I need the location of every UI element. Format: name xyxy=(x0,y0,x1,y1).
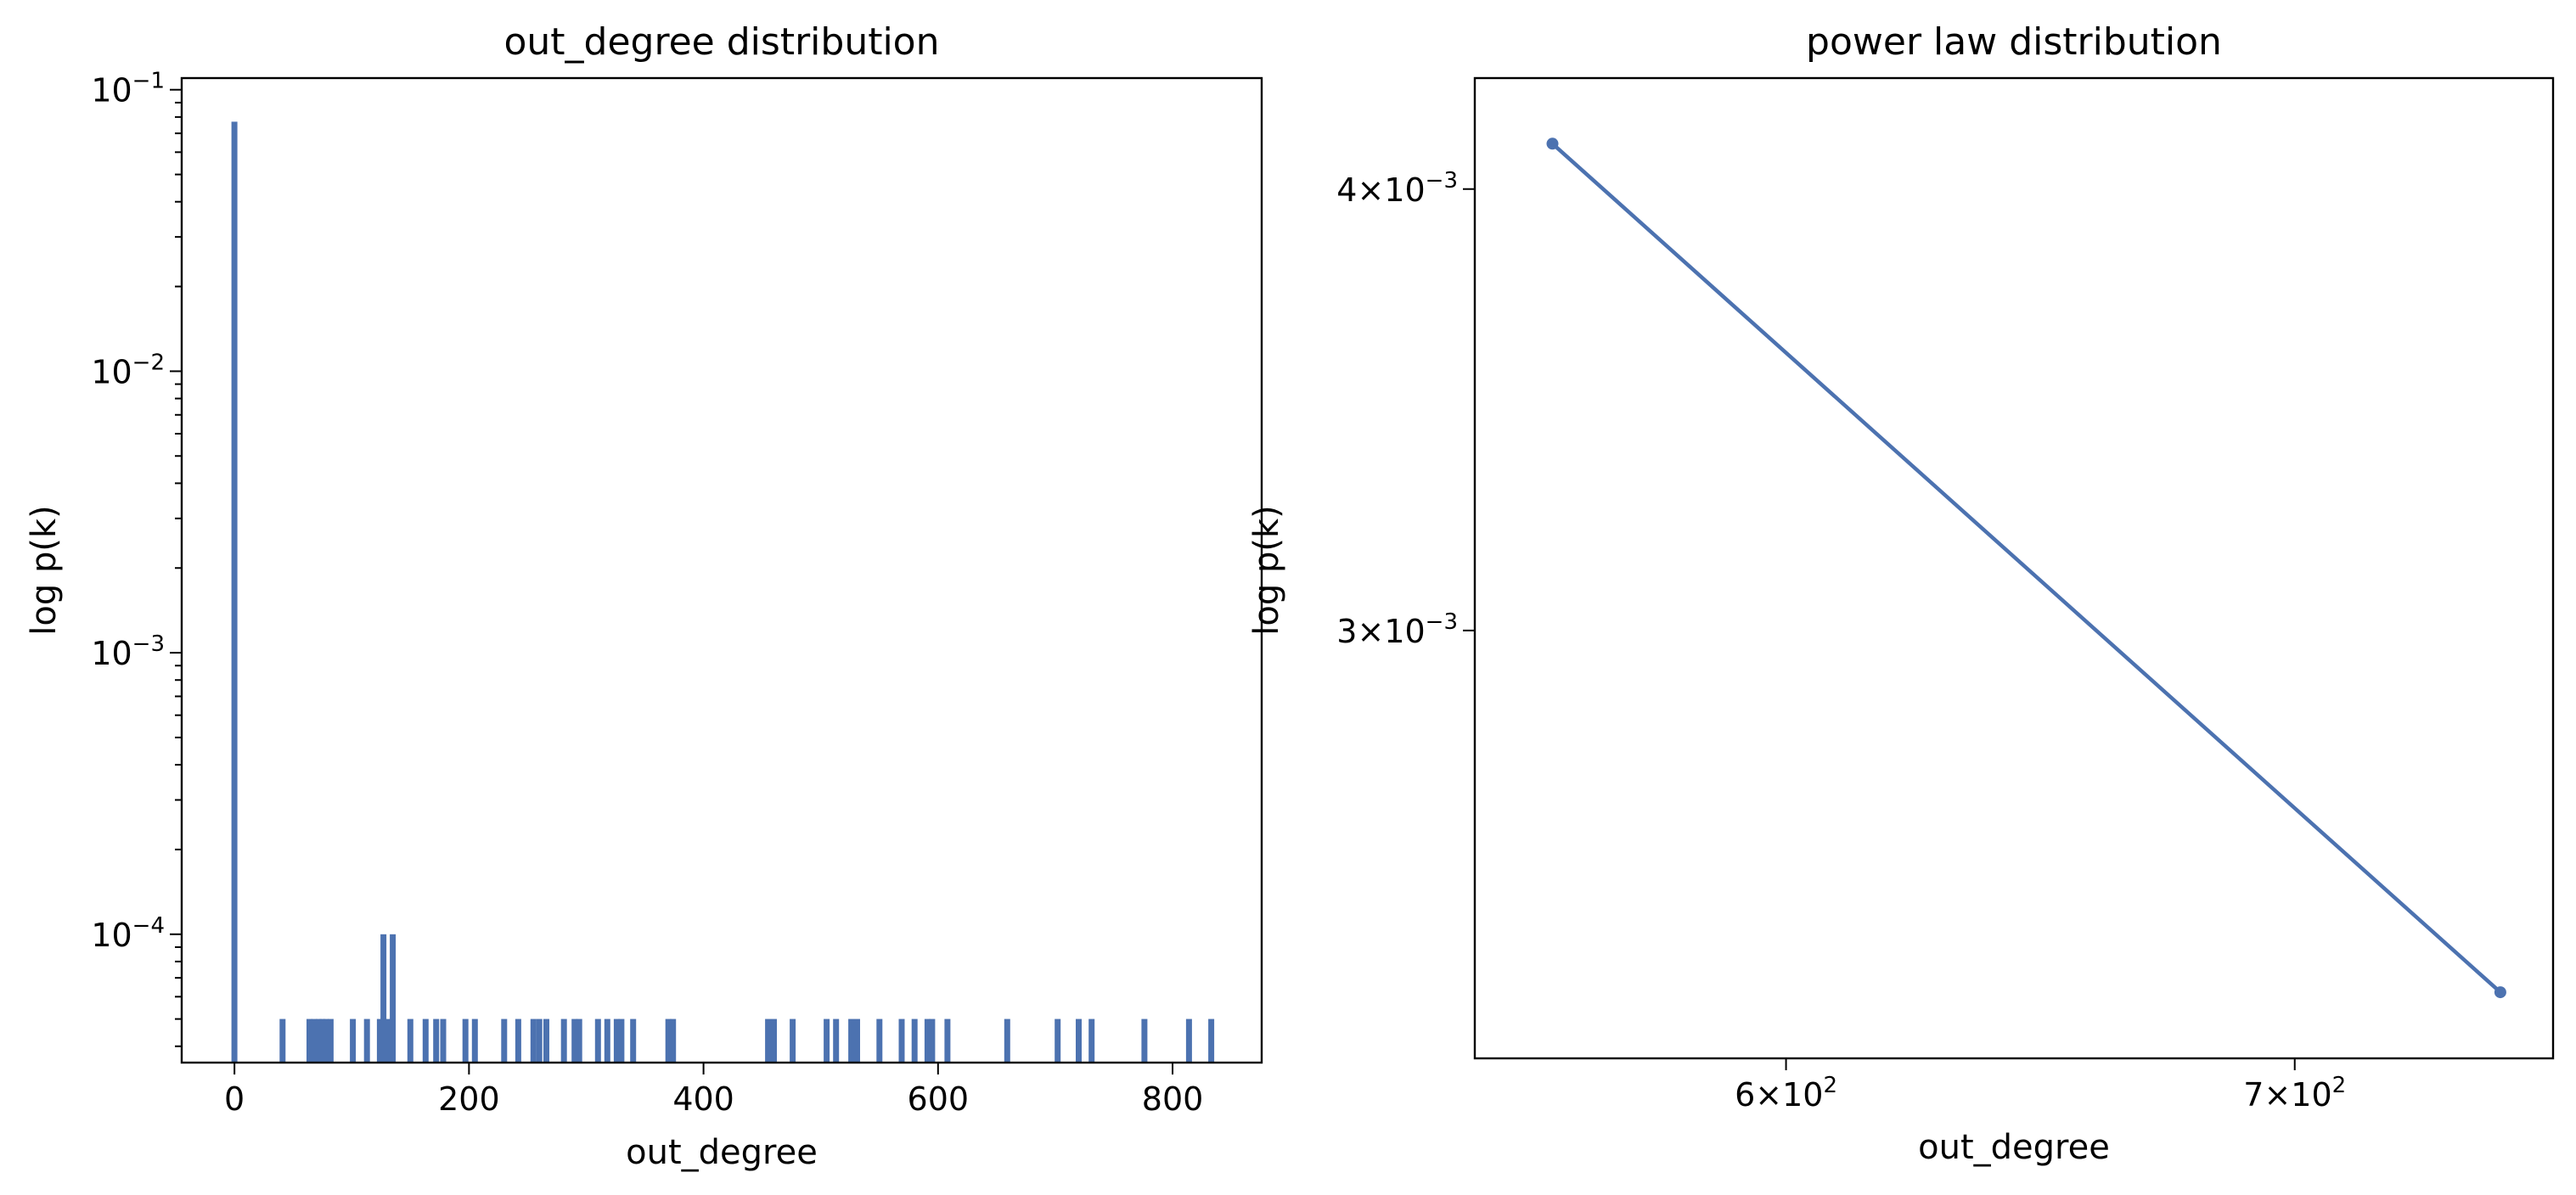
x-tick-layer: 6×102 7×102 xyxy=(1735,1058,2346,1114)
x-axis-label: out_degree xyxy=(626,1133,818,1172)
bar xyxy=(440,1018,447,1063)
bar xyxy=(279,1018,286,1063)
bar xyxy=(1141,1018,1148,1063)
bar xyxy=(536,1018,543,1063)
bar xyxy=(1004,1018,1010,1063)
bar xyxy=(363,1018,370,1063)
bar xyxy=(670,1018,677,1063)
line-layer xyxy=(1546,137,2506,999)
bar xyxy=(630,1018,637,1063)
bar xyxy=(848,1018,855,1063)
chart-title: power law distribution xyxy=(1806,20,2222,64)
bar xyxy=(501,1018,508,1063)
bar xyxy=(1055,1018,1061,1063)
bar xyxy=(1076,1018,1082,1063)
bar xyxy=(1185,1018,1192,1063)
chart-title: out_degree distribution xyxy=(504,20,940,64)
y-tick-label: 10−4 xyxy=(91,913,165,954)
bar xyxy=(515,1018,521,1063)
bar xyxy=(543,1018,549,1063)
bar xyxy=(471,1018,478,1063)
x-tick-label: 600 xyxy=(908,1080,970,1118)
x-tick-label: 0 xyxy=(224,1080,245,1118)
y-tick-label: 10−2 xyxy=(91,350,165,390)
bar xyxy=(618,1018,625,1063)
y-tick-label: 3×10−3 xyxy=(1336,609,1458,650)
bars-layer xyxy=(231,121,1215,1063)
bar xyxy=(323,1018,329,1063)
y-axis-label: log p(k) xyxy=(25,505,64,635)
y-tick-layer: 10−1 10−2 10−3 10−4 xyxy=(91,69,182,1047)
bar xyxy=(307,1018,312,1063)
bar xyxy=(390,934,397,1063)
data-point xyxy=(1546,137,1559,150)
bar xyxy=(944,1018,951,1063)
bar xyxy=(854,1018,860,1063)
bar xyxy=(1208,1018,1215,1063)
bar xyxy=(407,1018,413,1063)
bar xyxy=(571,1018,578,1063)
bar xyxy=(924,1018,931,1063)
bar xyxy=(530,1018,537,1063)
y-tick-layer: 4×10−3 3×10−3 xyxy=(1336,168,1475,650)
x-tick-label: 200 xyxy=(438,1080,500,1118)
x-tick-label: 400 xyxy=(672,1080,734,1118)
bar xyxy=(594,1018,601,1063)
bar xyxy=(462,1018,469,1063)
x-axis-label: out_degree xyxy=(1918,1128,2110,1167)
axes-frame xyxy=(1473,76,2555,1060)
y-tick-label: 4×10−3 xyxy=(1336,168,1458,209)
bar xyxy=(771,1018,777,1063)
bar xyxy=(319,1018,326,1063)
bar xyxy=(833,1018,840,1063)
y-tick-label: 10−1 xyxy=(91,69,165,109)
bar xyxy=(311,1018,318,1063)
bar xyxy=(385,1018,391,1063)
bar xyxy=(911,1018,918,1063)
bar xyxy=(327,1018,334,1063)
y-tick-label: 10−3 xyxy=(91,631,165,672)
bar xyxy=(576,1018,582,1063)
data-point xyxy=(2494,986,2506,999)
bar xyxy=(929,1018,936,1063)
bar xyxy=(316,1018,323,1063)
bar xyxy=(898,1018,905,1063)
bar xyxy=(376,1018,383,1063)
bar xyxy=(790,1018,796,1063)
bar xyxy=(231,121,238,1063)
y-axis-label: log p(k) xyxy=(1247,505,1286,635)
x-tick-layer: 0 200 400 600 800 xyxy=(224,1063,1203,1118)
bar xyxy=(876,1018,883,1063)
x-tick-label: 7×102 xyxy=(2243,1073,2346,1114)
x-tick-label: 6×102 xyxy=(1735,1073,1837,1114)
bar xyxy=(433,1018,440,1063)
bar xyxy=(604,1018,610,1063)
bar xyxy=(613,1018,620,1063)
bar xyxy=(380,934,387,1063)
out-degree-distribution-chart: out_degree distribution 10−1 10−2 10−3 10−4… xyxy=(25,20,1263,1172)
series-line xyxy=(1550,142,2502,994)
axes-frame xyxy=(180,76,1263,1064)
bar xyxy=(350,1018,357,1063)
bar xyxy=(422,1018,429,1063)
bar xyxy=(665,1018,672,1063)
power-law-distribution-chart: power law distribution 4×10−3 3×10−3 6×10… xyxy=(1247,20,2555,1167)
bar xyxy=(824,1018,830,1063)
bar xyxy=(765,1018,772,1063)
bar xyxy=(560,1018,567,1063)
x-tick-label: 800 xyxy=(1142,1080,1204,1118)
bar xyxy=(1088,1018,1095,1063)
